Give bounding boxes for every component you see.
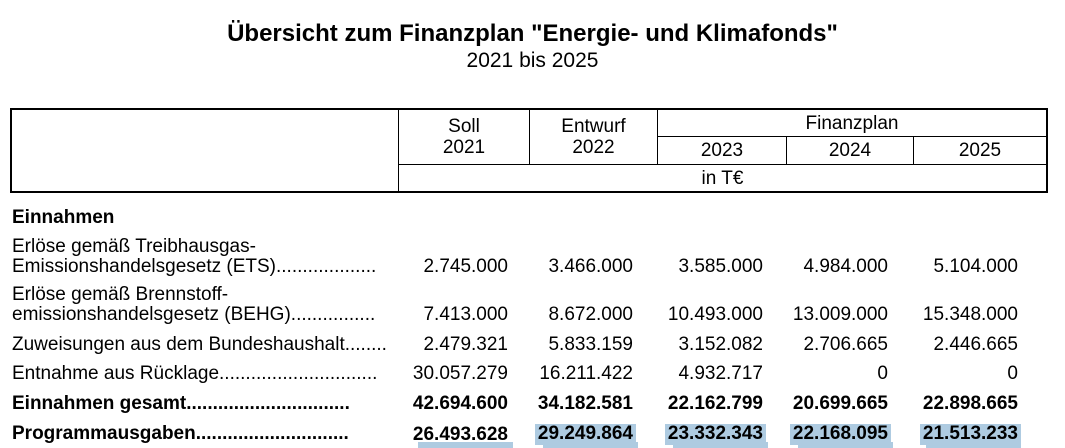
partial-next-row-highlight xyxy=(926,442,1021,448)
section-heading-einnahmen: Einnahmen xyxy=(10,208,1048,228)
header-col-2024: 2024 xyxy=(787,137,914,165)
highlighted-value: 22.168.095 xyxy=(789,424,891,445)
document-subtitle: 2021 bis 2025 xyxy=(466,49,599,72)
header-col-entwurf-2022: Entwurf 2022 xyxy=(530,110,658,165)
value-2022: 29.249.864 xyxy=(528,424,656,445)
value-2024: 4.984.000 xyxy=(803,256,888,277)
value-2023: 3.152.082 xyxy=(678,334,763,355)
highlighted-value: 21.513.233 xyxy=(919,424,1021,445)
value-2023: 23.332.343 xyxy=(656,424,785,445)
header-empty-cell xyxy=(12,110,399,191)
highlighted-value: 29.249.864 xyxy=(534,424,636,445)
table-row-programmausgaben: Programmausgaben........................… xyxy=(10,424,1048,445)
value-2022: 16.211.422 xyxy=(539,363,633,384)
value-2025: 0 xyxy=(1007,363,1018,384)
partial-next-row-highlight xyxy=(418,442,513,448)
value-2025: 15.348.000 xyxy=(922,304,1018,325)
document-title: Übersicht zum Finanzplan "Energie- und K… xyxy=(227,20,838,47)
header-group-finanzplan: Finanzplan xyxy=(658,110,1046,137)
value-2022: 5.833.159 xyxy=(548,334,633,355)
header-soll-year: 2021 xyxy=(442,137,486,158)
value-2021: 30.057.279 xyxy=(412,363,508,384)
value-2024: 0 xyxy=(877,363,888,384)
value-2021: 7.413.000 xyxy=(423,304,508,325)
value-2023: 3.585.000 xyxy=(678,256,763,277)
value-2023: 4.932.717 xyxy=(678,363,763,384)
value-2025: 22.898.665 xyxy=(922,393,1018,414)
header-soll-label: Soll xyxy=(448,116,480,137)
header-entwurf-year: 2022 xyxy=(572,137,615,158)
value-2024: 13.009.000 xyxy=(792,304,888,325)
value-2021: 2.479.321 xyxy=(423,334,508,355)
value-2021: 2.745.000 xyxy=(423,256,508,277)
value-2024: 20.699.665 xyxy=(792,393,888,414)
value-2025: 5.104.000 xyxy=(933,256,1018,277)
table-header: Soll 2021 Entwurf 2022 Finanzplan 2023 2… xyxy=(10,108,1048,193)
section-label: Einnahmen xyxy=(12,208,115,228)
header-col-2023: 2023 xyxy=(658,137,787,165)
highlighted-value: 23.332.343 xyxy=(664,424,766,445)
value-2022: 34.182.581 xyxy=(537,393,633,414)
table-body: Einnahmen Erlöse gemäß Treibhausgas- Emi… xyxy=(10,193,1048,445)
partial-next-row-highlight xyxy=(673,442,768,448)
value-2023: 10.493.000 xyxy=(667,304,763,325)
value-2024: 22.168.095 xyxy=(785,424,912,445)
table-row-zuweisungen: Zuweisungen aus dem Bundeshaushalt......… xyxy=(10,335,1048,355)
value-2024: 2.706.665 xyxy=(803,334,888,355)
row-label: Entnahme aus Rücklage...................… xyxy=(12,364,378,384)
header-col-soll-2021: Soll 2021 xyxy=(399,110,530,165)
header-entwurf-label: Entwurf xyxy=(561,116,626,137)
row-label: Einnahmen gesamt........................… xyxy=(12,394,350,414)
table-row-entnahme: Entnahme aus Rücklage...................… xyxy=(10,364,1048,384)
table-row-behg: Erlöse gemäß Brennstoff- emissionshandel… xyxy=(10,285,1048,325)
value-2022: 3.466.000 xyxy=(548,256,633,277)
row-label: Erlöse gemäß Treibhausgas- Emissionshand… xyxy=(12,237,377,277)
value-2025: 21.513.233 xyxy=(912,424,1044,445)
table-row-einnahmen-gesamt: Einnahmen gesamt........................… xyxy=(10,394,1048,414)
header-unit-cell: in T€ xyxy=(701,167,744,189)
header-col-2025: 2025 xyxy=(914,137,1046,165)
value-2023: 22.162.799 xyxy=(667,393,763,414)
value-2021: 26.493.628 xyxy=(412,424,508,445)
row-label: Erlöse gemäß Brennstoff- emissionshandel… xyxy=(12,285,376,325)
row-label: Programmausgaben........................… xyxy=(12,424,349,444)
table-row-ets: Erlöse gemäß Treibhausgas- Emissionshand… xyxy=(10,237,1048,277)
value-2022: 8.672.000 xyxy=(548,304,633,325)
row-label: Zuweisungen aus dem Bundeshaushalt......… xyxy=(12,335,387,355)
partial-next-row-highlight xyxy=(543,442,638,448)
value-2021: 42.694.600 xyxy=(412,393,508,414)
partial-next-row-highlight xyxy=(798,442,893,448)
value-2025: 2.446.665 xyxy=(933,334,1018,355)
